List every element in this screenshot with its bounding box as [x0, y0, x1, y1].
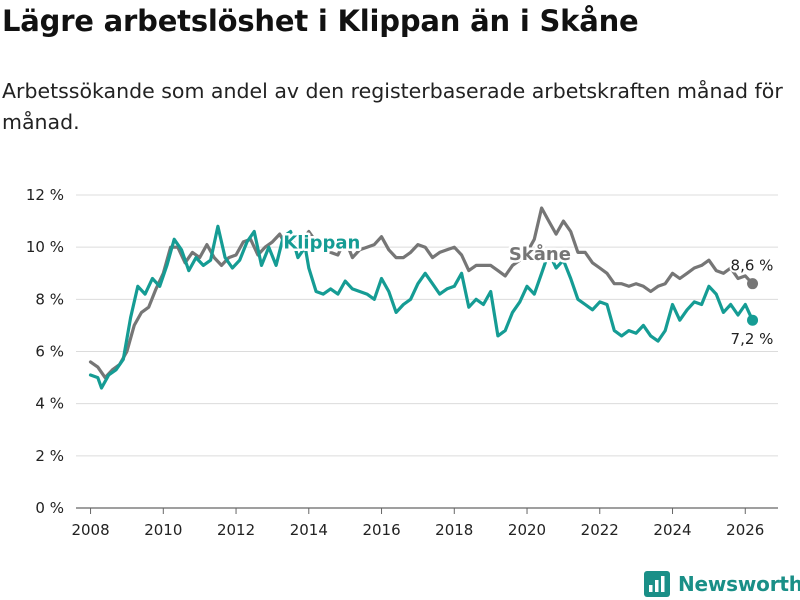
brand-name: Newsworthy — [678, 572, 800, 596]
end-value-label: 8,6 % — [731, 257, 774, 275]
y-tick-label: 10 % — [26, 238, 64, 256]
y-tick-label: 8 % — [35, 290, 64, 308]
x-tick-label: 2024 — [653, 521, 691, 539]
brand-logo: Newsworthy — [644, 568, 800, 600]
x-tick-label: 2018 — [435, 521, 473, 539]
y-tick-label: 6 % — [35, 343, 64, 361]
chart-title: Lägre arbetslöshet i Klippan än i Skåne — [2, 4, 639, 38]
x-tick-label: 2020 — [508, 521, 546, 539]
chart-subtitle: Arbetssökande som andel av den registerb… — [2, 79, 783, 134]
end-marker-skane — [747, 278, 759, 290]
y-tick-label: 0 % — [35, 499, 64, 517]
series-label-skane: Skåne — [509, 243, 571, 265]
x-tick-label: 2012 — [217, 521, 255, 539]
x-tick-label: 2022 — [581, 521, 619, 539]
series-line-klippan — [88, 224, 755, 390]
x-tick-label: 2016 — [362, 521, 400, 539]
bar-chart-icon — [644, 571, 670, 597]
y-tick-label: 4 % — [35, 395, 64, 413]
x-tick-label: 2010 — [144, 521, 182, 539]
x-tick-label: 2014 — [290, 521, 328, 539]
y-tick-label: 12 % — [26, 186, 64, 204]
series-line-skane — [88, 206, 755, 380]
x-tick-label: 2026 — [726, 521, 764, 539]
end-value-label: 7,2 % — [731, 330, 774, 348]
series-label-klippan: Klippan — [283, 232, 360, 253]
x-tick-label: 2008 — [71, 521, 109, 539]
y-tick-label: 2 % — [35, 447, 64, 465]
end-marker-klippan — [747, 314, 759, 326]
